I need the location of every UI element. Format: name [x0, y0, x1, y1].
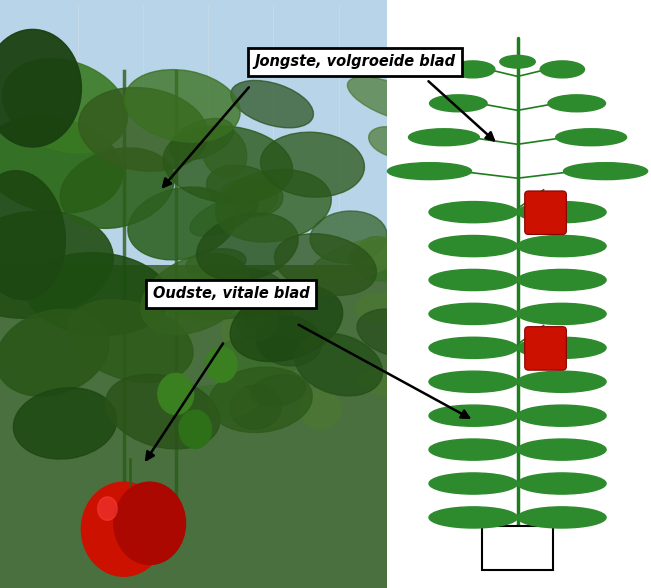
Ellipse shape [429, 371, 518, 392]
Ellipse shape [518, 439, 606, 460]
Ellipse shape [518, 473, 606, 494]
Bar [0, 265, 387, 588]
Ellipse shape [186, 249, 246, 278]
Ellipse shape [222, 307, 265, 350]
Ellipse shape [518, 338, 606, 359]
Bar [0, 0, 387, 265]
Ellipse shape [205, 335, 304, 384]
Ellipse shape [170, 286, 270, 319]
Ellipse shape [387, 163, 471, 179]
Ellipse shape [429, 338, 518, 359]
Ellipse shape [114, 482, 186, 564]
Ellipse shape [429, 269, 518, 290]
Ellipse shape [353, 237, 401, 281]
Ellipse shape [158, 373, 194, 415]
Ellipse shape [202, 126, 247, 178]
Ellipse shape [0, 211, 113, 318]
Ellipse shape [429, 405, 518, 426]
Ellipse shape [356, 293, 402, 324]
Ellipse shape [61, 148, 174, 228]
Ellipse shape [429, 235, 518, 256]
Ellipse shape [81, 482, 166, 576]
Ellipse shape [243, 293, 292, 333]
Ellipse shape [197, 213, 298, 281]
Ellipse shape [357, 309, 438, 358]
Ellipse shape [0, 171, 65, 300]
Ellipse shape [251, 375, 305, 406]
Ellipse shape [275, 233, 376, 296]
Ellipse shape [79, 88, 208, 171]
Bar [387, 0, 651, 588]
Ellipse shape [206, 165, 283, 216]
Ellipse shape [0, 309, 109, 396]
Ellipse shape [300, 390, 341, 429]
Ellipse shape [14, 387, 117, 459]
Ellipse shape [430, 95, 487, 112]
Ellipse shape [0, 116, 122, 213]
Ellipse shape [429, 202, 518, 223]
Ellipse shape [3, 59, 128, 153]
Ellipse shape [190, 196, 258, 236]
Ellipse shape [215, 169, 331, 242]
Ellipse shape [260, 132, 365, 197]
Ellipse shape [0, 29, 81, 147]
Ellipse shape [206, 347, 237, 382]
Ellipse shape [518, 507, 606, 528]
Ellipse shape [179, 410, 212, 448]
Ellipse shape [177, 385, 258, 418]
Ellipse shape [230, 285, 342, 362]
Ellipse shape [348, 77, 432, 122]
Ellipse shape [230, 81, 314, 128]
Ellipse shape [359, 370, 410, 396]
Ellipse shape [311, 237, 409, 282]
Ellipse shape [256, 316, 322, 366]
Ellipse shape [518, 202, 606, 223]
Ellipse shape [350, 239, 445, 282]
Ellipse shape [187, 271, 234, 320]
Ellipse shape [429, 303, 518, 325]
Ellipse shape [105, 375, 220, 449]
Ellipse shape [221, 269, 289, 318]
Ellipse shape [500, 55, 535, 68]
Ellipse shape [230, 385, 281, 429]
Ellipse shape [124, 69, 240, 142]
Ellipse shape [310, 211, 387, 263]
Text: Oudste, vitale blad: Oudste, vitale blad [153, 286, 309, 302]
Ellipse shape [236, 299, 278, 340]
Ellipse shape [518, 303, 606, 325]
Ellipse shape [429, 507, 518, 528]
FancyBboxPatch shape [525, 327, 566, 370]
FancyBboxPatch shape [525, 191, 566, 235]
Ellipse shape [548, 95, 605, 112]
Ellipse shape [368, 126, 420, 158]
Ellipse shape [170, 119, 234, 160]
Ellipse shape [429, 439, 518, 460]
Ellipse shape [429, 473, 518, 494]
Ellipse shape [98, 497, 117, 520]
Ellipse shape [219, 178, 278, 217]
Ellipse shape [67, 300, 193, 382]
Ellipse shape [162, 278, 242, 322]
Ellipse shape [163, 126, 292, 203]
Ellipse shape [518, 235, 606, 256]
Ellipse shape [409, 129, 479, 146]
Ellipse shape [128, 187, 237, 260]
Ellipse shape [141, 253, 250, 335]
Ellipse shape [294, 333, 383, 396]
Ellipse shape [174, 270, 256, 313]
Ellipse shape [518, 371, 606, 392]
Ellipse shape [518, 405, 606, 426]
Ellipse shape [518, 269, 606, 290]
Bar [482, 526, 553, 570]
Text: Jongste, volgroeide blad: Jongste, volgroeide blad [255, 54, 455, 69]
Ellipse shape [564, 163, 648, 179]
Ellipse shape [556, 129, 626, 146]
Ellipse shape [26, 253, 169, 335]
Ellipse shape [450, 61, 495, 78]
Ellipse shape [540, 61, 585, 78]
Ellipse shape [208, 367, 312, 433]
